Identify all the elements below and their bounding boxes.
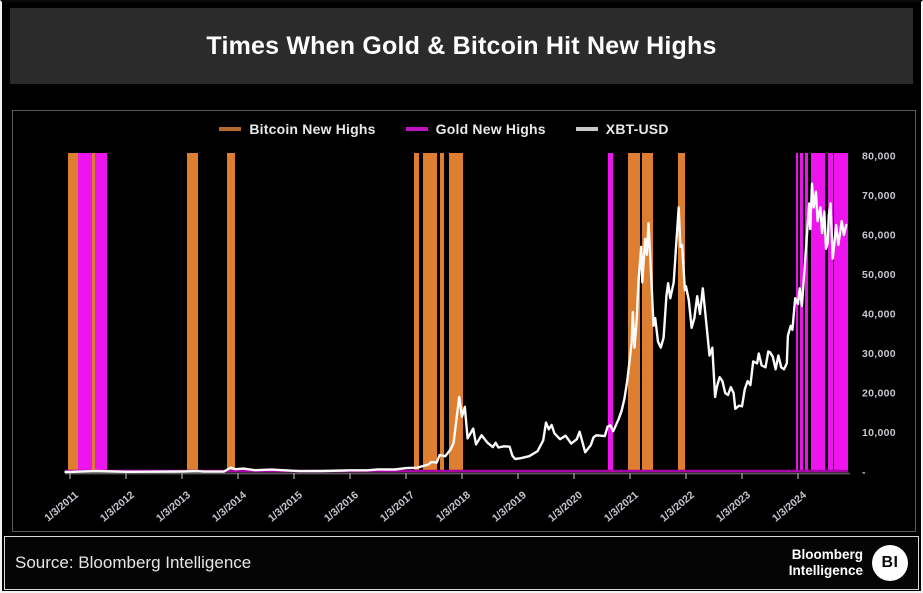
svg-text:-: - <box>862 467 866 479</box>
legend-label: XBT-USD <box>605 121 669 137</box>
price-line-swatch-icon <box>575 127 598 131</box>
svg-text:40,000: 40,000 <box>862 309 896 321</box>
svg-text:1/3/2018: 1/3/2018 <box>434 489 473 525</box>
legend-label: Gold New Highs <box>435 121 546 137</box>
source-attribution: Source: Bloomberg Intelligence <box>15 553 252 572</box>
brand-wordmark: Bloomberg Intelligence <box>789 547 863 578</box>
svg-text:70,000: 70,000 <box>862 190 896 202</box>
bloomberg-intelligence-logo: Bloomberg Intelligence BI <box>789 545 908 581</box>
svg-text:1/3/2012: 1/3/2012 <box>98 489 137 525</box>
svg-text:1/3/2020: 1/3/2020 <box>546 489 585 525</box>
svg-text:1/3/2014: 1/3/2014 <box>210 489 249 525</box>
svg-text:1/3/2016: 1/3/2016 <box>322 489 361 525</box>
svg-text:1/3/2022: 1/3/2022 <box>658 489 697 525</box>
brand-line2: Intelligence <box>788 563 863 578</box>
legend-item-gold-new-highs: Gold New Highs <box>405 121 546 137</box>
footer-bar: Source: Bloomberg Intelligence Bloomberg… <box>4 536 919 590</box>
bi-badge-icon: BI <box>872 545 908 581</box>
chart-panel: Bitcoin New Highs Gold New Highs XBT-USD… <box>12 110 916 532</box>
svg-text:60,000: 60,000 <box>862 230 896 242</box>
legend-label: Bitcoin New Highs <box>249 121 376 137</box>
svg-text:1/3/2013: 1/3/2013 <box>154 489 193 525</box>
svg-text:20,000: 20,000 <box>862 388 896 400</box>
svg-text:1/3/2011: 1/3/2011 <box>42 489 81 524</box>
brand-line1: Bloomberg <box>791 547 863 563</box>
svg-text:1/3/2024: 1/3/2024 <box>770 489 809 525</box>
title-bar: Times When Gold & Bitcoin Hit New Highs <box>10 8 913 84</box>
svg-text:1/3/2021: 1/3/2021 <box>602 489 641 525</box>
svg-text:80,000: 80,000 <box>862 151 896 163</box>
legend-item-xbt-usd: XBT-USD <box>575 121 669 137</box>
bitcoin-line-swatch-icon <box>219 127 242 131</box>
svg-text:50,000: 50,000 <box>862 269 896 281</box>
chart-legend: Bitcoin New Highs Gold New Highs XBT-USD <box>13 121 875 137</box>
gold-line-swatch-icon <box>405 127 428 131</box>
svg-text:1/3/2023: 1/3/2023 <box>714 489 753 525</box>
svg-text:1/3/2019: 1/3/2019 <box>490 489 529 525</box>
svg-text:10,000: 10,000 <box>862 427 896 439</box>
svg-text:30,000: 30,000 <box>862 348 896 360</box>
svg-text:1/3/2015: 1/3/2015 <box>266 489 305 525</box>
page-title: Times When Gold & Bitcoin Hit New Highs <box>206 31 717 60</box>
svg-text:1/3/2017: 1/3/2017 <box>378 489 417 525</box>
chart-canvas: 1/3/2011 1/3/2012 1/3/2013 1/3/2014 1/3/2015… <box>42 151 896 525</box>
legend-item-bitcoin-new-highs: Bitcoin New Highs <box>219 121 375 137</box>
